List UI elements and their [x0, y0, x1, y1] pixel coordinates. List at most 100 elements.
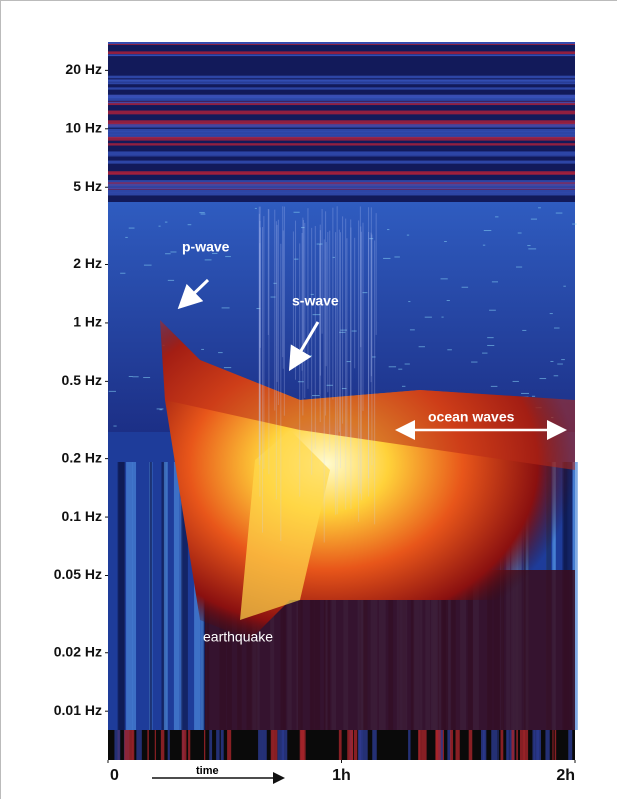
- noise: [495, 216, 499, 218]
- streak: [259, 220, 261, 425]
- stripe: [108, 172, 575, 175]
- streak: [360, 231, 362, 501]
- streak: [314, 226, 316, 449]
- streak: [350, 227, 352, 509]
- stripe: [108, 75, 575, 79]
- noise: [167, 279, 175, 281]
- streak: [282, 206, 284, 358]
- strip-streak: [354, 730, 358, 760]
- streak: [319, 230, 321, 376]
- noise: [561, 359, 565, 361]
- noise: [108, 390, 116, 392]
- streak: [274, 209, 276, 411]
- strip-streak: [533, 730, 540, 760]
- noise: [293, 298, 296, 300]
- y-tick-label: 1 Hz: [73, 314, 102, 330]
- noise: [212, 252, 218, 254]
- strip-streak: [281, 730, 288, 760]
- noise: [490, 385, 498, 387]
- stripe: [108, 80, 575, 82]
- stripe: [108, 143, 575, 146]
- noise: [418, 346, 425, 348]
- streak: [292, 231, 294, 368]
- stripe: [108, 42, 575, 44]
- noise: [482, 352, 488, 354]
- noise: [387, 229, 390, 231]
- noise: [538, 207, 541, 209]
- noise: [362, 292, 368, 294]
- noise: [159, 409, 163, 411]
- stripe: [108, 128, 575, 132]
- y-tick-label: 0.01 Hz: [54, 702, 102, 718]
- noise: [199, 212, 205, 214]
- y-tick-label: 0.02 Hz: [54, 643, 102, 659]
- y-tick-label: 2 Hz: [73, 255, 102, 271]
- streak: [259, 243, 261, 497]
- annotation: earthquake: [203, 629, 273, 645]
- stripe: [108, 136, 575, 141]
- strip-streak: [270, 730, 274, 760]
- strip-streak: [435, 730, 441, 760]
- noise: [528, 248, 537, 250]
- noise: [113, 425, 117, 427]
- strip-streak: [114, 730, 121, 760]
- strip-streak: [160, 730, 165, 760]
- streak: [342, 216, 344, 424]
- noise: [332, 256, 335, 258]
- annotation: ocean waves: [428, 409, 515, 425]
- strip-streak: [516, 730, 518, 760]
- streak: [354, 237, 356, 369]
- streak: [350, 219, 352, 447]
- y-tick-label: 5 Hz: [73, 178, 102, 194]
- noise: [156, 408, 164, 410]
- annotation: s-wave: [292, 293, 339, 309]
- strip-streak: [209, 730, 213, 760]
- noise: [489, 309, 496, 311]
- strip-streak: [272, 730, 278, 760]
- noise: [398, 368, 403, 370]
- noise: [441, 316, 444, 318]
- streak: [374, 240, 376, 525]
- streak: [370, 207, 372, 377]
- streak: [323, 239, 325, 543]
- streak: [263, 216, 265, 469]
- strip-streak: [131, 730, 135, 760]
- strip-streak: [127, 730, 133, 760]
- strip-streak: [500, 730, 504, 760]
- noise: [305, 355, 313, 357]
- noise: [293, 211, 300, 213]
- noise: [297, 381, 304, 383]
- stripe: [108, 171, 575, 174]
- noise: [483, 230, 492, 232]
- streak: [258, 206, 260, 465]
- noise: [128, 375, 133, 377]
- noise: [572, 223, 577, 225]
- noise: [204, 259, 212, 261]
- noise: [444, 241, 447, 243]
- streak: [338, 229, 340, 432]
- stripe: [108, 94, 575, 99]
- noise: [341, 388, 347, 390]
- column: [573, 462, 578, 730]
- strip-streak: [450, 730, 454, 760]
- noise: [516, 266, 523, 268]
- noise: [554, 327, 560, 329]
- annotation: p-wave: [182, 239, 230, 255]
- strip-streak: [481, 730, 485, 760]
- strip-streak: [258, 730, 263, 760]
- noise: [170, 251, 177, 253]
- noise: [165, 253, 171, 255]
- noise: [522, 329, 527, 331]
- strip-streak: [418, 730, 422, 760]
- strip-streak: [216, 730, 220, 760]
- stripe: [108, 187, 575, 190]
- noise: [256, 308, 261, 310]
- streak: [268, 209, 270, 475]
- strip-streak: [552, 730, 554, 760]
- strip-streak: [408, 730, 411, 760]
- noise: [383, 257, 391, 259]
- strip-streak: [372, 730, 377, 760]
- streak: [259, 206, 261, 461]
- strip-streak: [421, 730, 427, 760]
- stripe: [108, 180, 575, 183]
